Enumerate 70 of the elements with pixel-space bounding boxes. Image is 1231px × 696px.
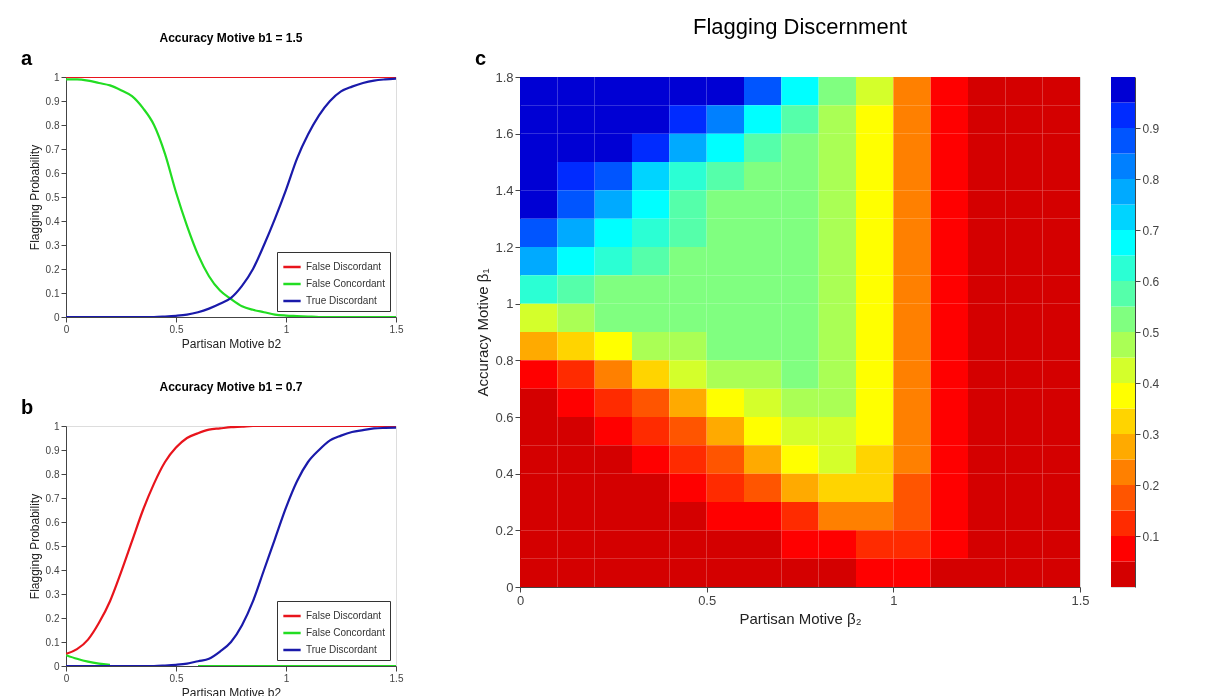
y-tick-label: 1: [53, 71, 60, 83]
y-tick-label: 0.2: [45, 263, 60, 275]
y-tick-label: 1.4: [495, 182, 514, 198]
y-tick-label: 0: [506, 579, 514, 595]
y-tick-label: 0.7: [45, 143, 60, 155]
y-tick-label: 1.6: [495, 126, 514, 142]
x-tick-label: 1: [283, 323, 290, 335]
color-bar-label: 0.8: [1142, 172, 1160, 187]
y-tick-label: 0.7: [45, 492, 60, 504]
legend-label: False Discordant: [306, 610, 382, 621]
color-bar-label: 0.7: [1142, 223, 1160, 238]
x-tick-label: 1.5: [389, 672, 404, 684]
text: c: [475, 47, 487, 69]
y-tick-label: 0.8: [45, 468, 60, 480]
color-bar-label: 0.1: [1142, 529, 1160, 544]
y-tick-label: 0.5: [45, 191, 60, 203]
y-tick-label: 0.6: [45, 516, 60, 528]
x-tick-label: 0: [63, 323, 70, 335]
x-axis-title: Partisan Motive β₂: [739, 609, 862, 627]
x-tick-label: 1: [890, 592, 898, 608]
y-axis-title: Flagging Probability: [27, 493, 42, 600]
y-tick-label: 0.8: [495, 352, 514, 368]
text: a: [21, 47, 33, 69]
y-tick-label: 1: [506, 296, 514, 312]
color-bar-label: 0.3: [1142, 427, 1160, 442]
y-tick-label: 1.2: [495, 239, 514, 255]
color-bar-label: 0.6: [1142, 274, 1160, 289]
legend-label: False Concordant: [306, 627, 386, 638]
x-tick-label: 1: [283, 672, 290, 684]
y-tick-label: 0.6: [495, 409, 514, 425]
legend-label: True Discordant: [306, 644, 377, 655]
x-tick-label: 1.5: [389, 323, 404, 335]
chart-title: Accuracy Motive b1 = 1.5: [159, 31, 303, 45]
y-tick-label: 0.4: [495, 466, 514, 482]
chart-title: Accuracy Motive b1 = 0.7: [159, 380, 303, 394]
y-tick-label: 0.6: [45, 167, 60, 179]
text: b: [21, 396, 34, 418]
y-tick-label: 0.5: [45, 540, 60, 552]
legend-label: False Concordant: [306, 278, 386, 289]
y-tick-label: 0.9: [45, 444, 60, 456]
x-tick-label: 0: [63, 672, 70, 684]
x-axis-title: Partisan Motive b2: [181, 685, 282, 696]
y-tick-label: 0: [53, 660, 60, 672]
y-tick-label: 0.2: [45, 612, 60, 624]
chart-title: Flagging Discernment: [693, 14, 907, 39]
y-tick-label: 0.4: [45, 564, 60, 576]
y-axis-title: Flagging Probability: [27, 144, 42, 251]
y-tick-label: 0.2: [495, 522, 514, 538]
y-tick-label: 0.1: [45, 636, 60, 648]
y-tick-label: 1.8: [495, 69, 514, 85]
x-tick-label: 0.5: [169, 672, 184, 684]
x-tick-label: 0: [516, 592, 525, 608]
y-tick-label: 0.8: [45, 119, 60, 131]
color-bar-label: 0.9: [1142, 121, 1160, 136]
y-tick-label: 1: [53, 420, 60, 432]
color-bar-label: 0.4: [1142, 376, 1160, 391]
legend-label: True Discordant: [306, 295, 377, 306]
x-tick-label: 0.5: [169, 323, 184, 335]
y-tick-label: 0: [53, 311, 60, 323]
x-tick-label: 0.5: [698, 592, 717, 608]
y-tick-label: 0.4: [45, 215, 60, 227]
y-axis-title: Accuracy Motive β₁: [474, 268, 492, 397]
x-tick-label: 1.5: [1071, 592, 1090, 608]
legend-label: False Discordant: [306, 261, 382, 272]
color-bar-label: 0.2: [1142, 478, 1160, 493]
y-tick-label: 0.9: [45, 95, 60, 107]
y-tick-label: 0.3: [45, 239, 60, 251]
y-tick-label: 0.1: [45, 287, 60, 299]
x-axis-title: Partisan Motive b2: [181, 336, 282, 351]
y-tick-label: 0.3: [45, 588, 60, 600]
